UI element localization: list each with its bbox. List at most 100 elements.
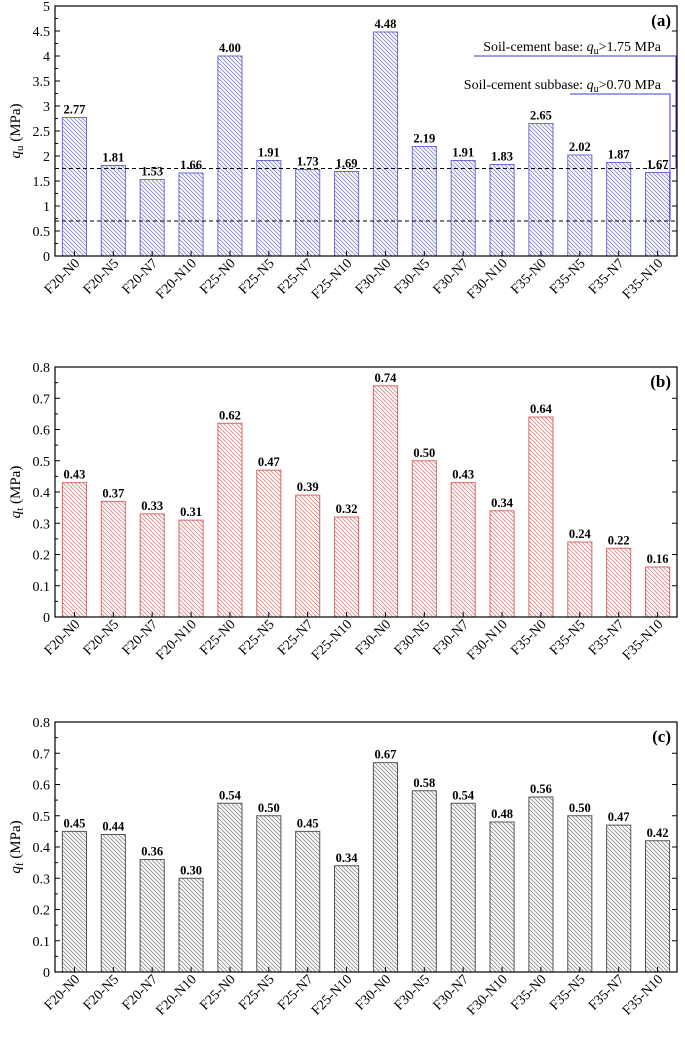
y-tick-label: 0.6	[33, 779, 51, 794]
y-tick-label: 0.2	[33, 549, 51, 564]
y-tick-label: 3.5	[33, 75, 51, 90]
x-tick-label: F20-N5	[81, 972, 122, 1013]
bar	[178, 172, 204, 257]
data-label: 0.45	[64, 816, 86, 830]
y-tick-label: 0.5	[33, 455, 51, 470]
x-tick-label: F20-N10	[154, 256, 200, 302]
bar	[411, 790, 437, 973]
y-tick-label: 1.5	[33, 175, 51, 190]
bar	[61, 117, 87, 257]
x-tick-label: F35-N5	[547, 972, 588, 1013]
data-label: 0.30	[180, 863, 202, 877]
bar	[139, 179, 165, 257]
data-label: 0.54	[452, 788, 475, 802]
y-tick-label: 0	[43, 611, 50, 626]
x-tick-label: F20-N5	[81, 617, 122, 658]
data-label: 0.22	[608, 533, 630, 547]
x-tick-label: F25-N0	[197, 972, 238, 1013]
bar	[606, 547, 632, 618]
bar	[334, 865, 360, 973]
x-tick-label: F35-N10	[620, 617, 666, 663]
bar	[411, 146, 437, 257]
bar	[606, 824, 632, 973]
y-tick-label: 0	[43, 966, 50, 981]
bar	[139, 859, 165, 973]
y-tick-label: 0.5	[33, 225, 51, 240]
data-label: 1.66	[180, 158, 202, 172]
data-label: 1.83	[491, 150, 513, 164]
x-tick-label: F35-N5	[547, 617, 588, 658]
x-tick-label: F25-N5	[236, 617, 277, 658]
data-label: 0.16	[647, 552, 669, 566]
data-label: 1.91	[452, 146, 474, 160]
bar	[372, 31, 398, 257]
x-tick-label: F35-N10	[620, 972, 666, 1018]
data-label: 0.56	[530, 782, 552, 796]
x-tick-label: F30-N0	[353, 617, 394, 658]
annotation-connector	[570, 93, 671, 221]
bar	[217, 802, 243, 973]
bar	[450, 802, 476, 973]
x-tick-label: F35-N0	[508, 256, 549, 297]
y-tick-label: 0	[43, 250, 50, 265]
bar	[528, 123, 554, 257]
bar	[61, 482, 87, 618]
bar	[295, 169, 321, 257]
bar	[334, 516, 360, 618]
data-label: 1.69	[336, 157, 358, 171]
x-tick-label: F20-N5	[81, 256, 122, 297]
data-label: 0.64	[530, 402, 553, 416]
bar	[372, 762, 398, 973]
bar	[489, 821, 515, 973]
bar	[489, 164, 515, 257]
bar	[645, 172, 671, 257]
bar	[217, 55, 243, 257]
data-label: 0.32	[336, 502, 358, 516]
bar	[450, 160, 476, 257]
y-tick-label: 5	[43, 0, 50, 15]
x-tick-label: F30-N5	[392, 256, 433, 297]
x-tick-label: F35-N10	[620, 256, 666, 302]
x-tick-label: F30-N10	[465, 256, 511, 302]
x-tick-label: F25-N10	[309, 972, 355, 1018]
y-tick-label: 0.4	[33, 841, 51, 856]
data-label: 0.74	[375, 371, 398, 385]
bar	[528, 796, 554, 973]
y-tick-label: 0.8	[33, 361, 51, 376]
x-tick-label: F35-N0	[508, 617, 549, 658]
bar	[411, 460, 437, 618]
x-tick-label: F25-N5	[236, 256, 277, 297]
y-tick-label: 0.5	[33, 810, 51, 825]
data-label: 0.47	[258, 455, 280, 469]
data-label: 0.34	[491, 496, 514, 510]
data-label: 0.36	[141, 845, 163, 859]
y-tick-label: 3	[43, 100, 50, 115]
y-tick-label: 0.4	[33, 486, 51, 501]
data-label: 1.53	[141, 165, 163, 179]
y-tick-label: 0.8	[33, 716, 51, 731]
x-tick-label: F30-N10	[465, 972, 511, 1018]
bar	[178, 877, 204, 973]
bar	[139, 513, 165, 618]
y-tick-label: 2.5	[33, 125, 51, 140]
y-tick-label: 0.7	[33, 747, 51, 762]
y-tick-label: 0.1	[33, 580, 51, 595]
chart-panel-b: 00.10.20.30.40.50.60.70.80.43F20-N00.37F…	[8, 361, 678, 664]
data-label: 0.42	[647, 826, 669, 840]
data-label: 0.44	[102, 820, 125, 834]
data-label: 0.43	[64, 468, 86, 482]
bar	[295, 830, 321, 973]
bar	[489, 510, 515, 618]
chart-panel-a: 00.511.522.533.544.552.77F20-N01.81F20-N…	[8, 0, 678, 303]
x-tick-label: F25-N0	[197, 617, 238, 658]
data-label: 0.58	[413, 776, 435, 790]
data-label: 0.47	[608, 810, 630, 824]
bar	[256, 469, 282, 618]
data-label: 0.33	[141, 499, 163, 513]
y-axis-title: qu (MPa)	[8, 103, 26, 158]
bar	[217, 422, 243, 618]
bar	[178, 519, 204, 618]
y-tick-label: 0.3	[33, 872, 51, 887]
data-label: 0.39	[297, 480, 319, 494]
